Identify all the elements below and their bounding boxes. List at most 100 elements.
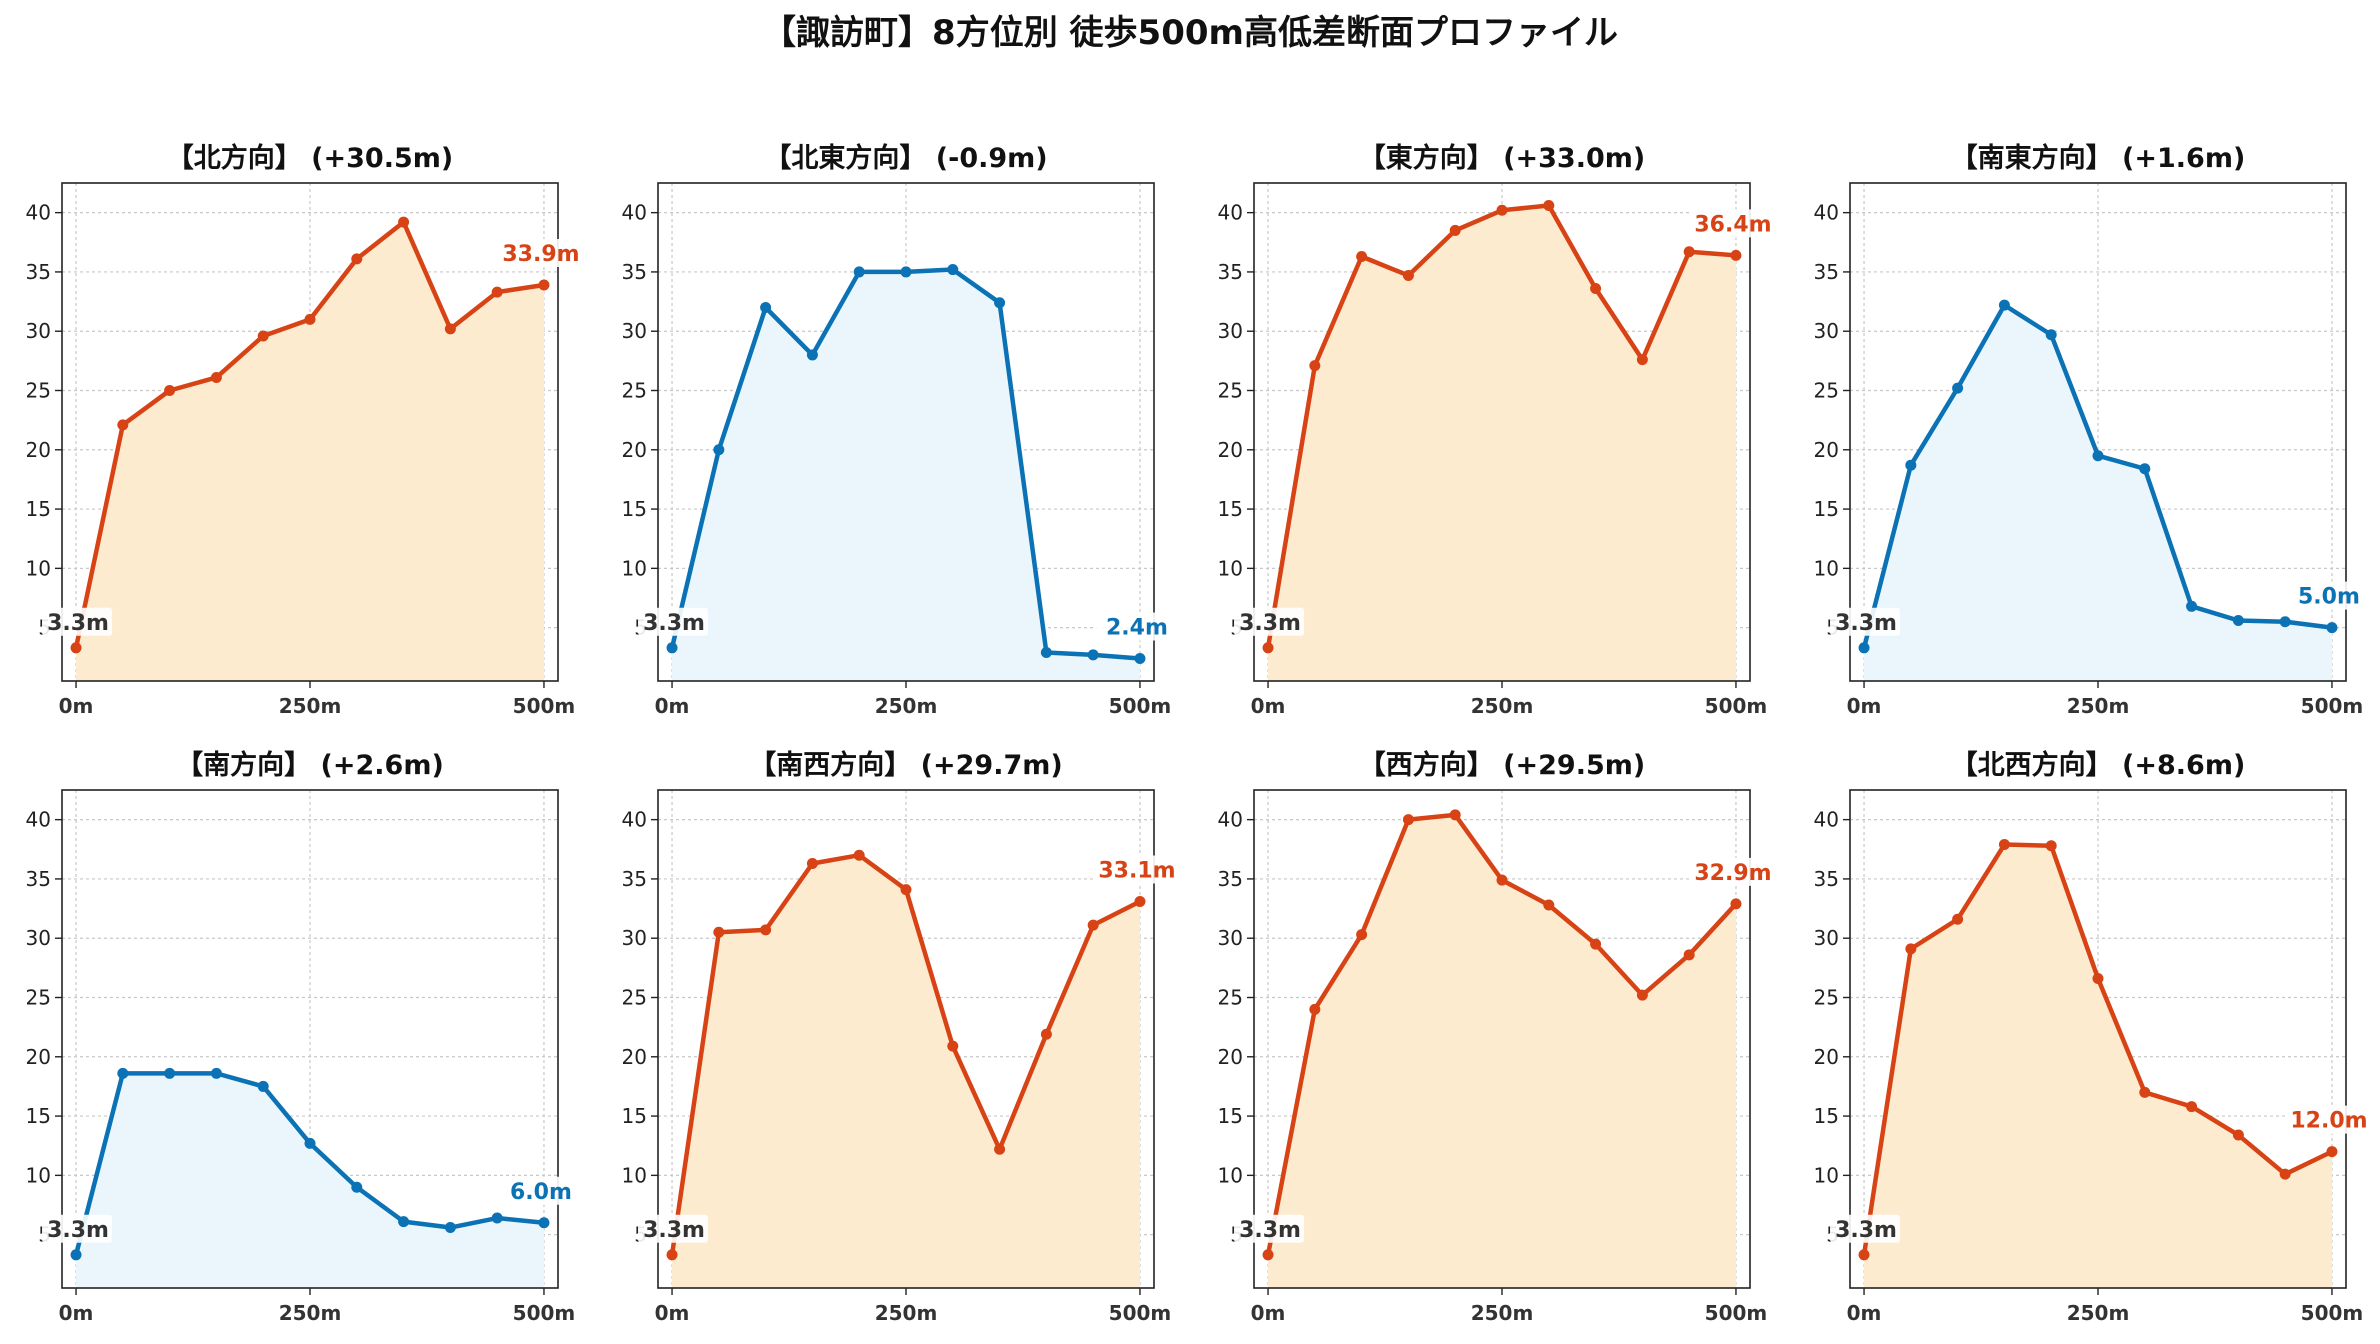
y-tick-label: 25 (622, 986, 647, 1010)
panel-title: 【東方向】 (+33.0m) (1359, 142, 1645, 174)
area-fill (76, 222, 544, 681)
data-point (70, 1249, 82, 1261)
y-tick-label: 30 (26, 926, 51, 950)
x-tick-label: 250m (875, 694, 938, 718)
x-tick-label: 500m (513, 694, 576, 718)
x-tick-label: 500m (2301, 1301, 2364, 1325)
x-tick-label: 0m (1251, 694, 1286, 718)
data-point (853, 266, 865, 278)
y-tick-label: 15 (1814, 497, 1839, 521)
start-label: 3.3m (1835, 611, 1897, 636)
data-point (2092, 973, 2104, 985)
end-label: 5.0m (2298, 585, 2360, 610)
y-tick-label: 25 (1218, 379, 1243, 403)
data-point (444, 323, 456, 335)
end-label-box (499, 1176, 582, 1205)
data-point (2186, 1101, 2198, 1113)
start-label: 3.3m (1239, 611, 1301, 636)
y-tick-label: 20 (1814, 1045, 1839, 1069)
area-fill (76, 1073, 544, 1288)
panel-title: 【南方向】 (+2.6m) (176, 749, 444, 781)
y-tick-label: 35 (26, 260, 51, 284)
start-label-box (638, 1214, 709, 1243)
area-fill (1864, 844, 2332, 1288)
data-point (1496, 204, 1508, 216)
end-label-box (2287, 1105, 2370, 1134)
data-point (947, 264, 959, 276)
y-tick-label: 40 (622, 808, 647, 832)
end-label-box (1691, 209, 1774, 238)
data-point (210, 1067, 222, 1079)
data-point (1356, 929, 1368, 941)
y-tick-label: 15 (622, 1104, 647, 1128)
panel-title: 【北方向】 (+30.5m) (167, 142, 453, 174)
data-point (398, 216, 410, 228)
data-point (1087, 919, 1099, 931)
start-label-box (1830, 1214, 1901, 1243)
panel-5: 【南西方向】 (+29.7m)5101520253035400m250m500m… (622, 749, 1178, 1325)
data-point (1998, 299, 2010, 311)
data-point (257, 330, 269, 342)
y-tick-label: 35 (622, 260, 647, 284)
y-tick-label: 40 (1814, 201, 1839, 225)
end-label: 33.1m (1098, 858, 1175, 883)
x-tick-label: 250m (875, 1301, 938, 1325)
data-point (1905, 459, 1917, 471)
data-point (853, 849, 865, 861)
data-point (398, 1216, 410, 1228)
y-tick-label: 35 (622, 867, 647, 891)
y-tick-label: 20 (1218, 438, 1243, 462)
data-point (1905, 943, 1917, 955)
data-point (117, 1067, 129, 1079)
data-point (164, 385, 176, 396)
x-tick-label: 500m (1705, 1301, 1768, 1325)
data-point (900, 884, 912, 896)
y-tick-label: 10 (1814, 1163, 1839, 1187)
area-fill (672, 269, 1140, 681)
data-point (1309, 1003, 1321, 1015)
data-point (351, 1181, 363, 1193)
start-label-box (638, 607, 709, 636)
data-point (2139, 463, 2151, 475)
y-tick-label: 10 (1218, 556, 1243, 580)
data-point (760, 302, 772, 313)
start-label: 3.3m (47, 611, 109, 636)
data-point (304, 313, 316, 325)
y-tick-label: 35 (1218, 260, 1243, 284)
data-point (2279, 1168, 2291, 1180)
y-tick-label: 10 (622, 556, 647, 580)
y-tick-label: 15 (26, 1104, 51, 1128)
data-point (2045, 329, 2057, 341)
data-point (1402, 269, 1414, 281)
y-tick-label: 30 (622, 926, 647, 950)
data-point (491, 1212, 503, 1224)
x-tick-label: 250m (279, 694, 342, 718)
y-tick-label: 40 (1218, 201, 1243, 225)
y-tick-label: 10 (1814, 556, 1839, 580)
y-tick-label: 30 (26, 319, 51, 343)
end-label-box (499, 238, 582, 267)
y-tick-label: 30 (1814, 319, 1839, 343)
x-tick-label: 250m (1471, 1301, 1534, 1325)
y-tick-label: 40 (26, 808, 51, 832)
panel-title: 【北西方向】 (+8.6m) (1951, 749, 2246, 781)
data-point (2232, 615, 2244, 627)
data-point (1636, 989, 1648, 1001)
data-point (1952, 913, 1964, 925)
panel-7: 【北西方向】 (+8.6m)5101520253035400m250m500m3… (1814, 749, 2370, 1325)
panel-4: 【南方向】 (+2.6m)5101520253035400m250m500m3.… (26, 749, 582, 1325)
panel-1: 【北東方向】 (-0.9m)5101520253035400m250m500m3… (622, 142, 1178, 718)
data-point (210, 371, 222, 383)
y-tick-label: 40 (26, 201, 51, 225)
panel-title: 【西方向】 (+29.5m) (1359, 749, 1645, 781)
start-label-box (42, 1214, 113, 1243)
x-tick-label: 0m (59, 1301, 94, 1325)
end-label: 2.4m (1106, 615, 1168, 640)
y-tick-label: 25 (1218, 986, 1243, 1010)
y-tick-label: 10 (1218, 1163, 1243, 1187)
end-label-box (2287, 581, 2370, 610)
y-tick-label: 20 (26, 1045, 51, 1069)
data-point (444, 1222, 456, 1234)
data-point (1040, 1028, 1052, 1040)
